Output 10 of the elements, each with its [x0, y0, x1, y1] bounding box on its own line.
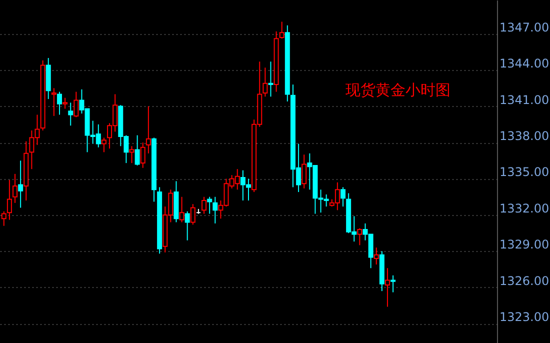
y-tick-label: 1347.00: [500, 20, 550, 34]
y-tick-label: 1326.00: [500, 274, 550, 288]
y-tick-label: 1332.00: [500, 201, 550, 216]
y-tick-label: 1335.00: [500, 165, 550, 180]
text: 现货黄金小时图: [346, 81, 450, 99]
y-tick-label: 1329.00: [500, 238, 550, 252]
y-tick-label: 1338.00: [500, 129, 550, 144]
y-tick-label: 1344.00: [500, 56, 550, 71]
y-tick-label: 1323.00: [500, 310, 550, 324]
y-tick-label: 1341.00: [500, 92, 550, 107]
